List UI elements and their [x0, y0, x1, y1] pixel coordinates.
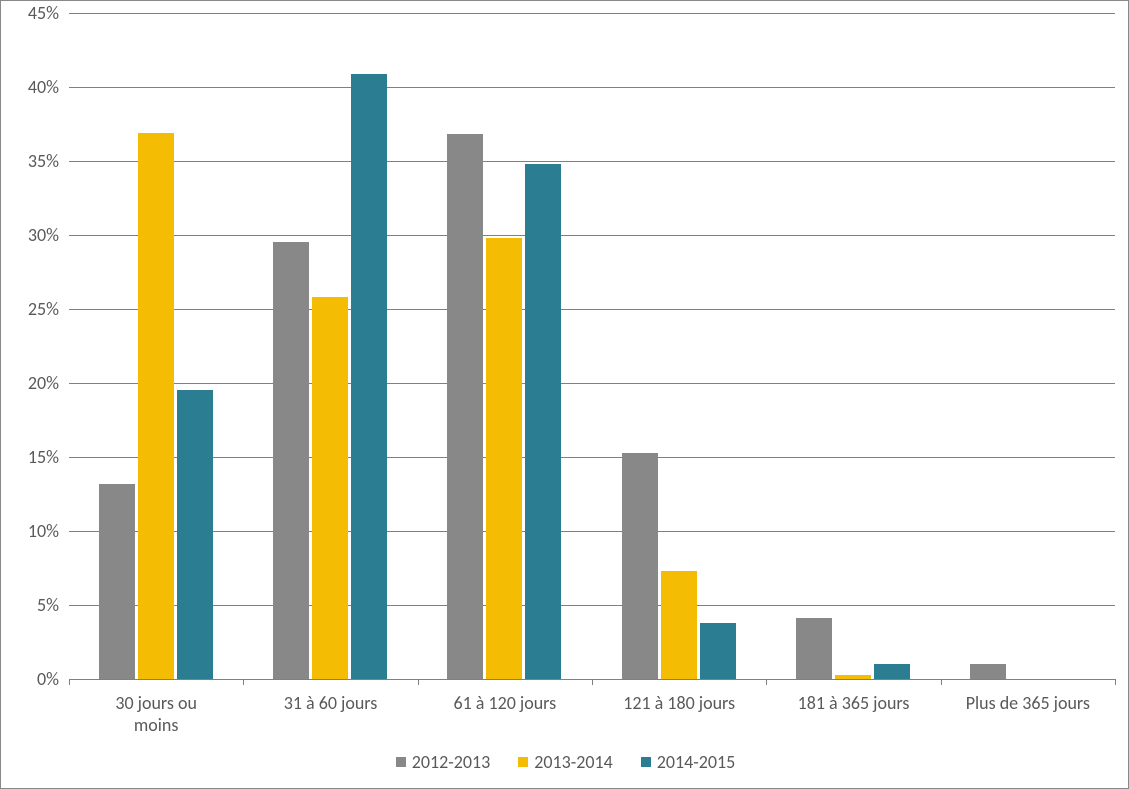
- bar: [874, 664, 910, 679]
- x-tick-label: 121 à 180 jours: [592, 693, 766, 715]
- x-tick-mark: [592, 679, 593, 685]
- gridline: [69, 161, 1115, 162]
- legend-item: 2012-2013: [396, 751, 491, 773]
- bar: [622, 453, 658, 679]
- y-tick-label: 30%: [1, 224, 59, 246]
- x-tick-label-line1: 61 à 120 jours: [418, 693, 592, 715]
- x-tick-label-line1: 121 à 180 jours: [592, 693, 766, 715]
- legend-item: 2014-2015: [641, 751, 736, 773]
- x-tick-mark: [941, 679, 942, 685]
- legend-item: 2013-2014: [518, 751, 613, 773]
- x-tick-label: 31 à 60 jours: [243, 693, 417, 715]
- bar: [700, 623, 736, 679]
- x-tick-mark: [243, 679, 244, 685]
- gridline: [69, 235, 1115, 236]
- x-tick-label: 181 à 365 jours: [766, 693, 940, 715]
- legend-swatch: [641, 757, 651, 767]
- x-tick-label-line1: Plus de 365 jours: [941, 693, 1115, 715]
- y-tick-label: 0%: [1, 668, 59, 690]
- x-tick-mark: [418, 679, 419, 685]
- x-tick-label: 30 jours oumoins: [69, 693, 243, 736]
- legend: 2012-2013 2013-2014 2014-2015: [1, 751, 1129, 773]
- bar: [525, 164, 561, 679]
- x-tick-label-line2: moins: [69, 715, 243, 737]
- gridline: [69, 13, 1115, 14]
- legend-swatch: [396, 757, 406, 767]
- y-tick-label: 45%: [1, 2, 59, 24]
- y-tick-label: 40%: [1, 76, 59, 98]
- x-tick-label: 61 à 120 jours: [418, 693, 592, 715]
- bar: [177, 390, 213, 679]
- legend-swatch: [518, 757, 528, 767]
- gridline: [69, 457, 1115, 458]
- y-tick-label: 5%: [1, 594, 59, 616]
- bar: [970, 664, 1006, 679]
- y-tick-label: 10%: [1, 520, 59, 542]
- gridline: [69, 531, 1115, 532]
- legend-label: 2013-2014: [534, 751, 613, 773]
- x-tick-mark: [1115, 679, 1116, 685]
- x-tick-label-line1: 30 jours ou: [69, 693, 243, 715]
- x-tick-label: Plus de 365 jours: [941, 693, 1115, 715]
- y-tick-label: 20%: [1, 372, 59, 394]
- bar: [351, 74, 387, 679]
- plot-area: [69, 13, 1115, 679]
- bar: [661, 571, 697, 679]
- x-tick-label-line1: 31 à 60 jours: [243, 693, 417, 715]
- legend-label: 2012-2013: [412, 751, 491, 773]
- y-tick-label: 25%: [1, 298, 59, 320]
- bar: [447, 134, 483, 679]
- bar: [273, 242, 309, 679]
- x-tick-label-line1: 181 à 365 jours: [766, 693, 940, 715]
- bar: [796, 618, 832, 679]
- gridline: [69, 605, 1115, 606]
- x-tick-mark: [766, 679, 767, 685]
- legend-label: 2014-2015: [657, 751, 736, 773]
- chart-frame: 0% 5% 10% 15% 20% 25% 30% 35% 40% 45% 30 jours ou…: [0, 0, 1129, 789]
- bar: [486, 238, 522, 679]
- gridline: [69, 309, 1115, 310]
- bar: [138, 133, 174, 679]
- y-tick-label: 15%: [1, 446, 59, 468]
- y-tick-label: 35%: [1, 150, 59, 172]
- x-tick-mark: [69, 679, 70, 685]
- bar: [312, 297, 348, 679]
- bar: [99, 484, 135, 679]
- gridline: [69, 87, 1115, 88]
- gridline: [69, 383, 1115, 384]
